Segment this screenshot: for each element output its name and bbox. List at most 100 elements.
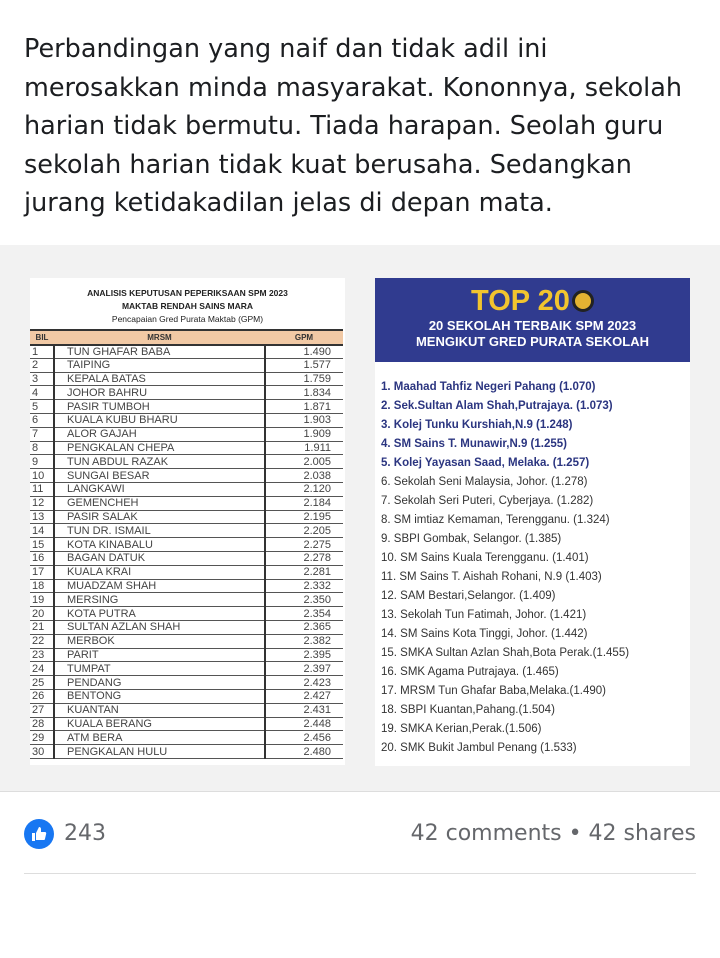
row-mrsm: GEMENCHEH xyxy=(54,496,266,511)
row-mrsm: ALOR GAJAH xyxy=(54,427,266,442)
row-bil: 19 xyxy=(30,592,55,608)
row-mrsm: KUALA KUBU BHARU xyxy=(54,413,266,428)
like-count[interactable]: 243 xyxy=(64,821,106,846)
row-mrsm: KUANTAN xyxy=(54,703,266,718)
row-bil: 8 xyxy=(30,441,55,456)
list-item: 8. SM imtiaz Kemaman, Terengganu. (1.324… xyxy=(381,513,610,526)
row-mrsm: KUALA KRAI xyxy=(54,565,266,580)
top20-subtitle2: MENGIKUT GRED PURATA SEKOLAH xyxy=(415,333,650,349)
table-title: ANALISIS KEPUTUSAN PEPERIKSAAN SPM 2023 xyxy=(87,287,288,298)
top20-list: 1. Maahad Tahfiz Negeri Pahang (1.070) 2.… xyxy=(375,362,690,758)
list-item: 4. SM Sains T. Munawir,N.9 (1.255) xyxy=(381,437,567,450)
row-mrsm: MUADZAM SHAH xyxy=(54,579,266,594)
row-mrsm: KUALA BERANG xyxy=(54,717,266,732)
table-row: 23 PARIT 2.395 xyxy=(30,648,343,663)
row-mrsm: MERBOK xyxy=(54,634,266,649)
row-gpm: 2.423 xyxy=(265,675,343,690)
row-bil: 10 xyxy=(30,468,55,483)
table-row: 15 KOTA KINABALU 2.275 xyxy=(30,537,343,552)
list-item: 6. Sekolah Seni Malaysia, Johor. (1.278) xyxy=(381,475,588,488)
list-item: 12. SAM Bestari,Selangor. (1.409) xyxy=(381,589,556,602)
row-mrsm: KOTA KINABALU xyxy=(54,537,266,552)
table-row: 29 ATM BERA 2.456 xyxy=(30,730,343,746)
table-row: 21 SULTAN AZLAN SHAH 2.365 xyxy=(30,620,343,635)
row-mrsm: PENGKALAN HULU xyxy=(54,744,266,759)
row-mrsm: PENDANG xyxy=(54,675,266,690)
col-bil: BIL xyxy=(30,328,54,346)
mrsm-results-image[interactable]: ANALISIS KEPUTUSAN PEPERIKSAAN SPM 2023 … xyxy=(30,277,345,765)
row-gpm: 2.397 xyxy=(265,661,343,677)
comments-shares[interactable]: 42 comments • 42 shares xyxy=(410,821,696,846)
row-bil: 14 xyxy=(30,523,55,539)
table-row: 18 MUADZAM SHAH 2.332 xyxy=(30,579,343,594)
row-mrsm: PASIR SALAK xyxy=(54,510,266,525)
row-mrsm: SUNGAI BESAR xyxy=(54,468,266,483)
row-gpm: 2.456 xyxy=(265,730,343,746)
row-gpm: 1.490 xyxy=(265,344,343,359)
list-item: 7. Sekolah Seri Puteri, Cyberjaya. (1.28… xyxy=(381,494,594,507)
row-bil: 11 xyxy=(30,482,55,497)
row-bil: 28 xyxy=(30,717,55,732)
row-bil: 1 xyxy=(30,344,55,359)
top20-subtitle1: 20 SEKOLAH TERBAIK SPM 2023 xyxy=(428,317,637,333)
row-mrsm: MERSING xyxy=(54,592,266,608)
row-gpm: 2.365 xyxy=(265,620,343,635)
top20-image[interactable]: TOP 20 20 SEKOLAH TERBAIK SPM 2023 MENGI… xyxy=(375,277,690,766)
list-item: 1. Maahad Tahfiz Negeri Pahang (1.070) xyxy=(381,380,596,393)
row-mrsm: SULTAN AZLAN SHAH xyxy=(54,620,266,635)
mrsm-table: BIL MRSM GPM 1 TUN GHAFAR BABA 1.490 2 TAIPI… xyxy=(30,328,343,759)
list-item: 19. SMKA Kerian,Perak.(1.506) xyxy=(381,722,542,735)
thumbs-up-icon[interactable] xyxy=(24,818,54,849)
list-item: 5. Kolej Yayasan Saad, Melaka. (1.257) xyxy=(381,456,590,469)
post-text: Perbandingan yang naif dan tidak adil in… xyxy=(24,34,683,218)
row-gpm: 2.005 xyxy=(265,454,343,470)
table-row: 25 PENDANG 2.423 xyxy=(30,675,343,690)
post-media[interactable]: ANALISIS KEPUTUSAN PEPERIKSAAN SPM 2023 … xyxy=(0,244,720,791)
row-gpm: 2.275 xyxy=(265,537,343,552)
list-item: 15. SMKA Sultan Azlan Shah,Bota Perak.(1… xyxy=(381,646,630,659)
row-mrsm: TUN DR. ISMAIL xyxy=(54,523,266,539)
top20-banner: TOP 20 20 SEKOLAH TERBAIK SPM 2023 MENGI… xyxy=(375,277,690,362)
list-item: 3. Kolej Tunku Kurshiah,N.9 (1.248) xyxy=(381,418,573,431)
row-bil: 2 xyxy=(30,358,55,373)
row-bil: 9 xyxy=(30,454,55,470)
row-gpm: 1.911 xyxy=(265,441,343,456)
row-gpm: 2.195 xyxy=(265,510,343,525)
table-row: 27 KUANTAN 2.431 xyxy=(30,703,343,718)
table-row: 30 PENGKALAN HULU 2.480 xyxy=(30,744,343,759)
row-mrsm: TAIPING xyxy=(54,358,266,373)
row-bil: 6 xyxy=(30,413,55,428)
row-gpm: 1.909 xyxy=(265,427,343,442)
table-row: 10 SUNGAI BESAR 2.038 xyxy=(30,468,343,483)
list-item: 11. SM Sains T. Aishah Rohani, N.9 (1.40… xyxy=(381,570,602,583)
row-gpm: 2.281 xyxy=(265,565,343,580)
table-row: 17 KUALA KRAI 2.281 xyxy=(30,565,343,580)
row-mrsm: PENGKALAN CHEPA xyxy=(54,441,266,456)
row-gpm: 1.577 xyxy=(265,358,343,373)
row-gpm: 2.038 xyxy=(265,468,343,483)
table-row: 7 ALOR GAJAH 1.909 xyxy=(30,427,343,442)
table-row: 11 LANGKAWI 2.120 xyxy=(30,482,343,497)
top20-title: TOP 20 xyxy=(471,284,570,317)
row-bil: 20 xyxy=(30,606,55,621)
row-gpm: 2.395 xyxy=(265,648,343,663)
list-item: 20. SMK Bukit Jambul Penang (1.533) xyxy=(381,741,577,754)
row-gpm: 2.332 xyxy=(265,579,343,594)
row-bil: 17 xyxy=(30,565,55,580)
list-item: 18. SBPI Kuantan,Pahang.(1.504) xyxy=(381,703,555,716)
row-mrsm: ATM BERA xyxy=(54,730,266,746)
table-row: 3 KEPALA BATAS 1.759 xyxy=(30,372,343,387)
table-row: 22 MERBOK 2.382 xyxy=(30,634,343,649)
list-item: 14. SM Sains Kota Tinggi, Johor. (1.442) xyxy=(381,627,588,640)
row-gpm: 2.382 xyxy=(265,634,343,649)
table-row: 1 TUN GHAFAR BABA 1.490 xyxy=(30,344,343,359)
row-bil: 3 xyxy=(30,372,55,387)
row-mrsm: JOHOR BAHRU xyxy=(54,385,266,401)
row-gpm: 2.480 xyxy=(265,744,343,759)
table-row: 20 KOTA PUTRA 2.354 xyxy=(30,606,343,621)
row-gpm: 1.834 xyxy=(265,385,343,401)
row-gpm: 1.903 xyxy=(265,413,343,428)
medal-icon xyxy=(571,289,594,312)
row-bil: 18 xyxy=(30,579,55,594)
row-bil: 24 xyxy=(30,661,55,677)
